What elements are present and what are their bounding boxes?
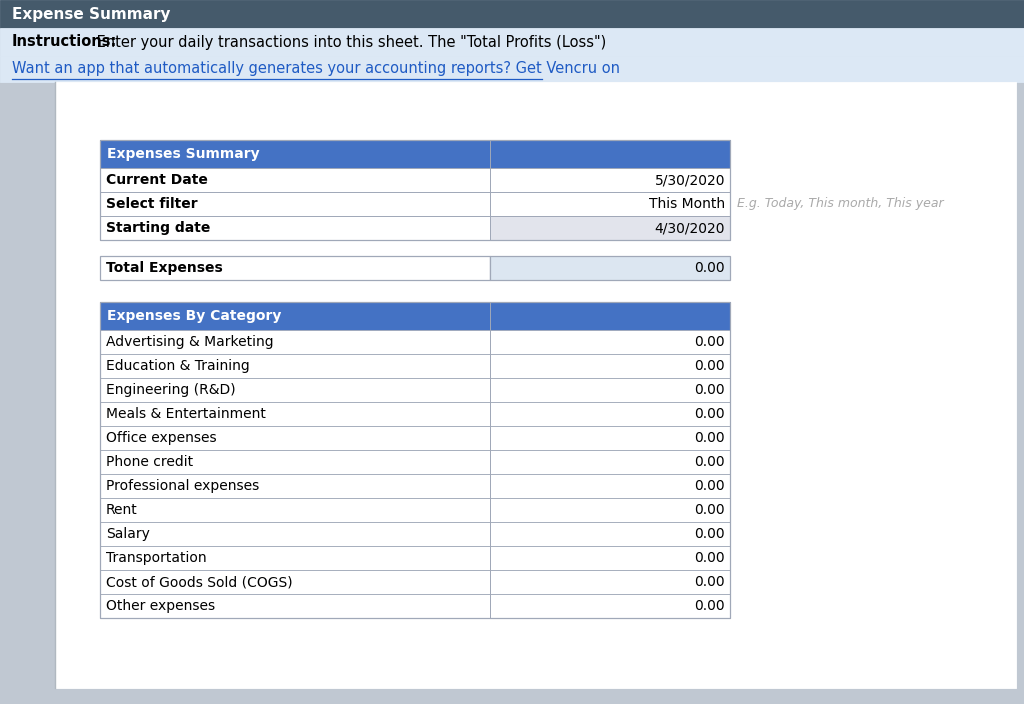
Bar <box>100 330 490 354</box>
Text: 0.00: 0.00 <box>694 383 725 397</box>
Bar <box>490 450 730 474</box>
Text: 0.00: 0.00 <box>694 359 725 373</box>
Text: Expense Summary: Expense Summary <box>12 6 171 22</box>
Bar <box>0 56 1024 82</box>
Text: Phone credit: Phone credit <box>106 455 194 469</box>
Bar <box>490 546 730 570</box>
Bar <box>100 216 490 240</box>
Bar <box>100 594 490 618</box>
Bar <box>100 168 490 192</box>
Text: 0.00: 0.00 <box>694 503 725 517</box>
Text: 0.00: 0.00 <box>694 527 725 541</box>
Text: 0.00: 0.00 <box>694 261 725 275</box>
Text: Expenses Summary: Expenses Summary <box>106 147 260 161</box>
Bar <box>100 402 490 426</box>
Text: Cost of Goods Sold (COGS): Cost of Goods Sold (COGS) <box>106 575 293 589</box>
Bar <box>490 570 730 594</box>
Bar <box>490 216 730 240</box>
Bar <box>0 0 1024 28</box>
Text: Office expenses: Office expenses <box>106 431 217 445</box>
Text: 0.00: 0.00 <box>694 575 725 589</box>
Bar <box>100 302 730 330</box>
Bar <box>100 426 490 450</box>
Bar <box>490 168 730 192</box>
Bar <box>100 140 730 240</box>
Text: Meals & Entertainment: Meals & Entertainment <box>106 407 266 421</box>
Bar <box>490 402 730 426</box>
Text: Current Date: Current Date <box>106 173 208 187</box>
Bar <box>55 82 1016 688</box>
Bar <box>100 302 730 618</box>
Text: E.g. Today, This month, This year: E.g. Today, This month, This year <box>737 198 944 210</box>
Text: Starting date: Starting date <box>106 221 210 235</box>
Bar <box>100 354 490 378</box>
Bar <box>490 522 730 546</box>
Text: Enter your daily transactions into this sheet. The "Total Profits (Loss"): Enter your daily transactions into this … <box>92 34 606 49</box>
Bar <box>100 450 490 474</box>
Text: 0.00: 0.00 <box>694 431 725 445</box>
Bar <box>490 474 730 498</box>
Text: Education & Training: Education & Training <box>106 359 250 373</box>
Bar <box>100 256 490 280</box>
Text: Want an app that automatically generates your accounting reports? Get Vencru on: Want an app that automatically generates… <box>12 61 620 77</box>
Bar <box>100 546 490 570</box>
Text: Rent: Rent <box>106 503 138 517</box>
Text: 0.00: 0.00 <box>694 407 725 421</box>
Text: 4/30/2020: 4/30/2020 <box>654 221 725 235</box>
Text: Other expenses: Other expenses <box>106 599 215 613</box>
Text: 0.00: 0.00 <box>694 335 725 349</box>
Bar <box>100 570 490 594</box>
Bar <box>490 594 730 618</box>
Text: Professional expenses: Professional expenses <box>106 479 259 493</box>
Text: Instructions:: Instructions: <box>12 34 118 49</box>
Bar <box>100 378 490 402</box>
Text: Select filter: Select filter <box>106 197 198 211</box>
Text: This Month: This Month <box>649 197 725 211</box>
Text: 0.00: 0.00 <box>694 455 725 469</box>
Text: 0.00: 0.00 <box>694 599 725 613</box>
Text: Advertising & Marketing: Advertising & Marketing <box>106 335 273 349</box>
Text: Transportation: Transportation <box>106 551 207 565</box>
Text: Salary: Salary <box>106 527 150 541</box>
Text: 5/30/2020: 5/30/2020 <box>654 173 725 187</box>
Text: 0.00: 0.00 <box>694 479 725 493</box>
Bar <box>0 28 1024 56</box>
Bar <box>490 498 730 522</box>
Bar <box>490 378 730 402</box>
Text: Total Expenses: Total Expenses <box>106 261 223 275</box>
Bar <box>100 192 490 216</box>
Bar <box>100 522 490 546</box>
Bar <box>490 256 730 280</box>
Text: 0.00: 0.00 <box>694 551 725 565</box>
Bar <box>490 330 730 354</box>
Bar <box>100 474 490 498</box>
Text: Expenses By Category: Expenses By Category <box>106 309 282 323</box>
Bar <box>490 426 730 450</box>
Bar <box>100 140 730 168</box>
Text: Engineering (R&D): Engineering (R&D) <box>106 383 236 397</box>
Bar <box>490 192 730 216</box>
Bar <box>100 498 490 522</box>
Bar <box>490 354 730 378</box>
